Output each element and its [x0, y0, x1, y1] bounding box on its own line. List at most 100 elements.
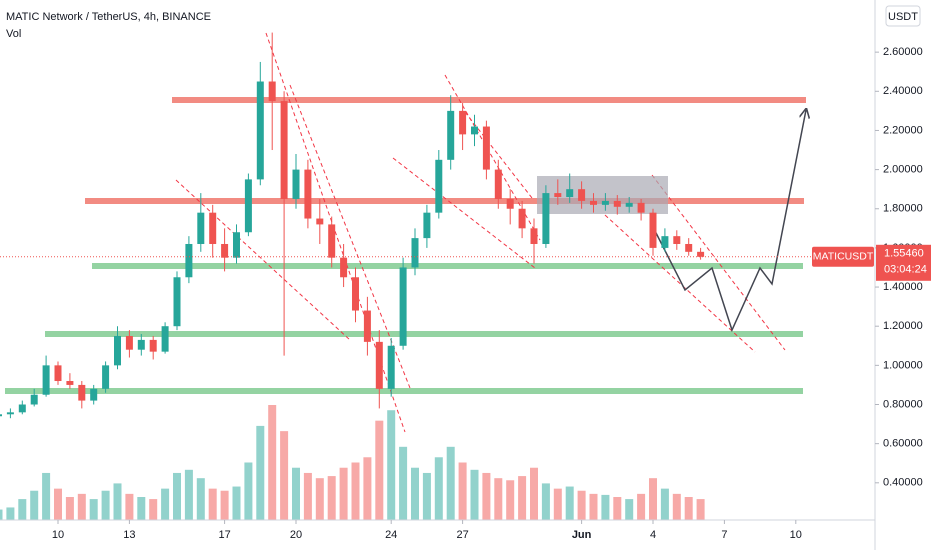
x-tick-label: 27	[456, 529, 468, 541]
volume-bar	[149, 499, 158, 520]
volume-bar	[18, 499, 27, 520]
candle-body	[256, 81, 264, 180]
volume-bar	[530, 467, 538, 520]
volume-bar	[303, 472, 312, 520]
volume-bar	[577, 490, 586, 520]
volume-bar	[292, 467, 300, 520]
candle-body	[125, 335, 133, 350]
x-tick-label: 7	[721, 529, 727, 541]
candle-body	[471, 126, 478, 135]
candle-body	[435, 159, 443, 213]
x-tick-label: 4	[650, 529, 656, 541]
x-tick-label: Jun	[572, 529, 592, 541]
candle-body	[447, 110, 455, 160]
volume-bar	[422, 472, 431, 520]
candle-body	[649, 212, 657, 248]
candle-body	[494, 169, 502, 199]
symbol-tag-label: MATICUSDT	[813, 251, 874, 263]
volume-bar	[363, 457, 372, 520]
trendline	[175, 179, 351, 341]
volume-bar	[506, 480, 515, 520]
volume-bar	[125, 493, 134, 520]
volume-bar	[173, 472, 181, 520]
candle-body	[363, 310, 371, 342]
y-tick-label: 2.60000	[883, 46, 923, 58]
projection-path	[651, 110, 806, 333]
currency-box[interactable]	[885, 5, 921, 27]
candle-body	[673, 236, 681, 244]
volume-bar	[280, 431, 289, 520]
candle-body	[161, 326, 169, 352]
candle-body	[42, 365, 50, 395]
candle-body	[137, 339, 145, 350]
volume-bar	[518, 476, 527, 520]
candle-body	[18, 404, 26, 413]
candle-body	[530, 228, 538, 244]
currency[interactable]: USDT	[888, 11, 918, 23]
candle-body	[542, 193, 550, 244]
x-tick-label: 10	[52, 529, 64, 541]
drawings	[5, 32, 806, 433]
y-tick-label: 0.40000	[883, 477, 923, 489]
y-tick-label: 0.60000	[883, 438, 923, 450]
candle-body	[352, 277, 359, 311]
candle-body	[518, 208, 526, 229]
volume-bar	[196, 478, 205, 520]
volume-bar	[637, 493, 646, 520]
y-tick-label: 2.40000	[883, 85, 923, 97]
candle-body	[411, 238, 419, 268]
candle-body	[601, 200, 609, 205]
candle-body	[268, 81, 276, 102]
volume-layer	[0, 405, 705, 520]
countdown-label: 03:04:24	[884, 264, 927, 276]
x-tick-label: 10	[790, 529, 802, 541]
volume-bar	[42, 472, 51, 520]
trendline	[289, 84, 411, 389]
candle-body	[102, 365, 110, 389]
volume-bar	[660, 488, 669, 520]
candle-body	[459, 110, 467, 135]
candle-body	[697, 251, 705, 257]
volume-bar	[30, 490, 39, 520]
volume-bar	[482, 472, 491, 520]
price-tag	[876, 244, 931, 281]
y-tick-label: 1.80000	[883, 203, 923, 215]
candle-body	[173, 277, 181, 327]
volume-bar	[77, 493, 86, 520]
support-band	[5, 388, 803, 394]
volume-bar	[6, 507, 15, 520]
volume-bar	[54, 488, 62, 520]
volume-bar	[565, 486, 574, 520]
volume-bar	[0, 509, 3, 520]
y-tick-label: 1.00000	[883, 359, 923, 371]
candle-body	[304, 169, 312, 219]
volume-bar	[268, 405, 277, 520]
volume-bar	[684, 497, 693, 520]
volume-bar	[327, 476, 336, 520]
volume-bar	[184, 469, 193, 520]
candle-body	[566, 189, 574, 198]
volume-bar	[244, 462, 253, 520]
candle-body	[114, 335, 121, 366]
x-tick-label: 17	[218, 529, 230, 541]
candle-body	[399, 267, 407, 346]
volume-bar	[696, 499, 705, 520]
candle-layer	[0, 32, 875, 419]
candle-body	[578, 189, 586, 201]
y-tick-label: 2.00000	[883, 164, 923, 176]
trendline	[392, 157, 536, 269]
support-band	[45, 331, 803, 337]
volume-bar	[137, 497, 146, 520]
candle-body	[0, 414, 2, 417]
volume-bar	[470, 469, 479, 520]
trendline	[604, 214, 756, 353]
volume-bar	[601, 494, 610, 520]
volume-bar	[339, 467, 348, 520]
volume-bar	[411, 467, 419, 520]
candle-body	[316, 218, 324, 225]
volume-bar	[458, 462, 467, 520]
candle-body	[637, 202, 645, 213]
volume-bar	[649, 478, 657, 520]
y-tick-label: 1.20000	[883, 320, 923, 332]
trendline	[444, 74, 541, 241]
